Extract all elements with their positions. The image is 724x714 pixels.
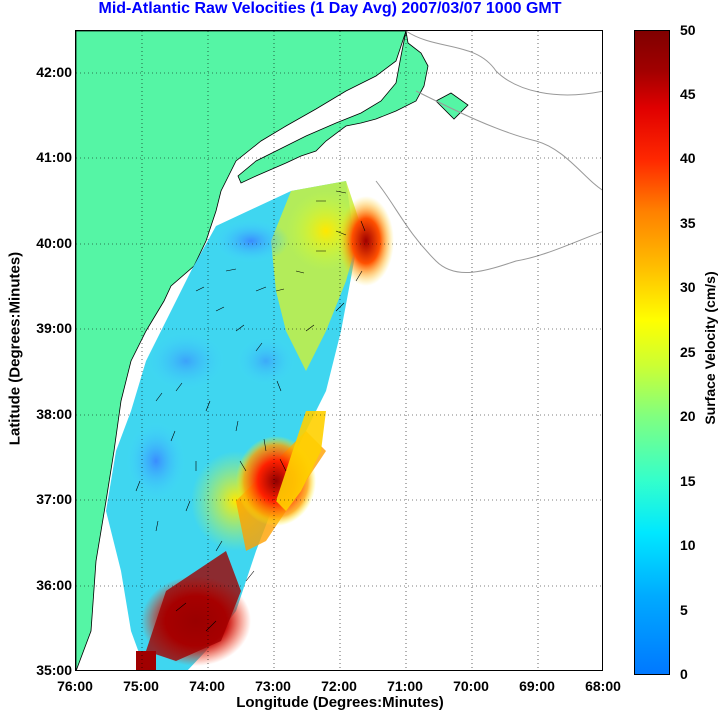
lat-tick-label: 40:00 bbox=[36, 235, 72, 251]
lon-tick-label: 75:00 bbox=[123, 678, 159, 694]
lon-tick-label: 73:00 bbox=[255, 678, 291, 694]
colorbar-tick-label: 50 bbox=[680, 22, 696, 38]
lon-tick-label: 68:00 bbox=[585, 678, 621, 694]
lon-tick-label: 70:00 bbox=[453, 678, 489, 694]
lat-tick-label: 36:00 bbox=[36, 577, 72, 593]
colorbar-tick-label: 5 bbox=[680, 602, 688, 618]
velocity-map[interactable] bbox=[75, 30, 603, 671]
y-axis-title: Latitude (Degrees:Minutes) bbox=[6, 251, 24, 446]
graticule bbox=[76, 31, 602, 670]
lat-tick-label: 35:00 bbox=[36, 662, 72, 678]
map-canvas bbox=[76, 31, 602, 670]
lat-tick-label: 42:00 bbox=[36, 64, 72, 80]
map-title: Mid-Atlantic Raw Velocities (1 Day Avg) … bbox=[98, 0, 562, 17]
colorbar-tick-label: 35 bbox=[680, 215, 696, 231]
velocity-colorbar bbox=[634, 30, 670, 675]
x-axis-title: Longitude (Degrees:Minutes) bbox=[236, 694, 444, 711]
colorbar-tick-label: 25 bbox=[680, 344, 696, 360]
colorbar-tick-label: 15 bbox=[680, 473, 696, 489]
lon-tick-label: 69:00 bbox=[519, 678, 555, 694]
colorbar-tick-label: 40 bbox=[680, 150, 696, 166]
colorbar-tick-label: 10 bbox=[680, 537, 696, 553]
lat-tick-label: 41:00 bbox=[36, 149, 72, 165]
velocity-field bbox=[106, 181, 394, 670]
colorbar-tick-label: 45 bbox=[680, 86, 696, 102]
lon-tick-label: 74:00 bbox=[189, 678, 225, 694]
lat-tick-label: 38:00 bbox=[36, 406, 72, 422]
lon-tick-label: 71:00 bbox=[387, 678, 423, 694]
colorbar-title: Surface Velocity (cm/s) bbox=[702, 271, 718, 425]
velocity-vectors bbox=[135, 190, 366, 632]
colorbar-tick-label: 0 bbox=[680, 666, 688, 682]
lat-tick-label: 39:00 bbox=[36, 320, 72, 336]
lon-tick-label: 72:00 bbox=[321, 678, 357, 694]
colorbar-tick-label: 20 bbox=[680, 408, 696, 424]
lon-tick-label: 76:00 bbox=[57, 678, 93, 694]
lat-tick-label: 37:00 bbox=[36, 491, 72, 507]
colorbar-tick-label: 30 bbox=[680, 279, 696, 295]
